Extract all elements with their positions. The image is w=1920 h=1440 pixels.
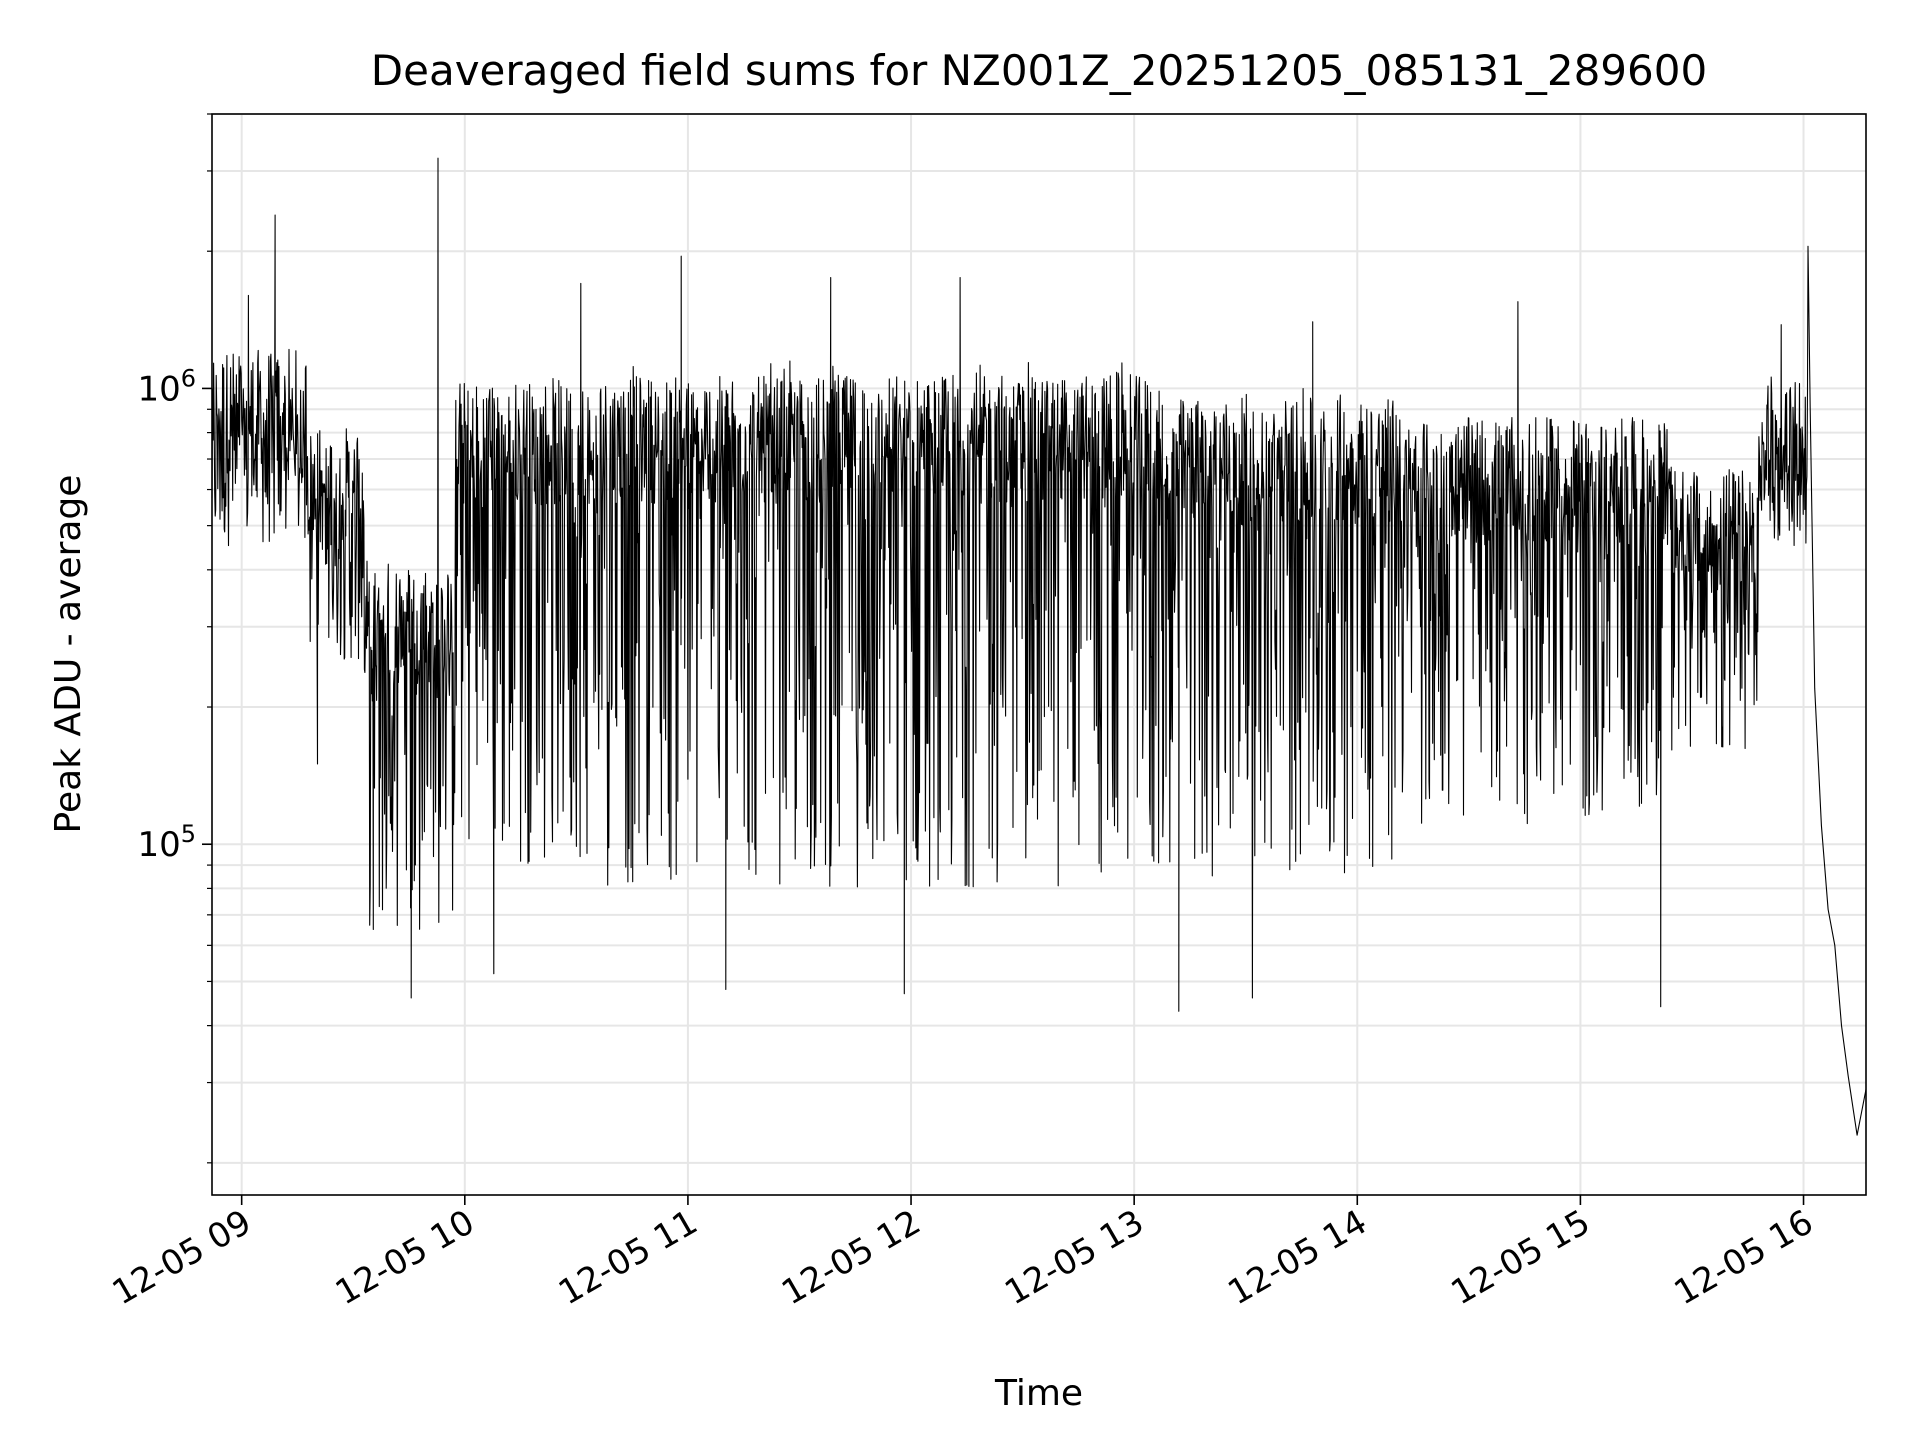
x-axis-label: Time: [994, 1373, 1083, 1414]
x-tick-label: 12-05 10: [329, 1202, 481, 1313]
x-tick-label: 12-05 15: [1445, 1202, 1597, 1313]
x-tick-label: 12-05 13: [998, 1202, 1150, 1313]
x-tick-label: 12-05 11: [552, 1202, 704, 1313]
y-tick-label: 105: [137, 820, 196, 865]
x-tick-label: 12-05 16: [1668, 1202, 1820, 1313]
plot-frame: [211, 113, 1867, 1196]
x-tick-label: 12-05 12: [775, 1202, 927, 1313]
y-axis-label: Peak ADU - average: [48, 475, 89, 834]
series: [211, 157, 1867, 1136]
x-tick-label: 12-05 14: [1221, 1202, 1373, 1313]
chart-title: Deaveraged field sums for NZ001Z_2025120…: [371, 46, 1707, 95]
x-tick-label: 12-05 09: [106, 1202, 258, 1313]
series-line: [211, 157, 1867, 1136]
y-tick-label: 106: [137, 364, 196, 409]
